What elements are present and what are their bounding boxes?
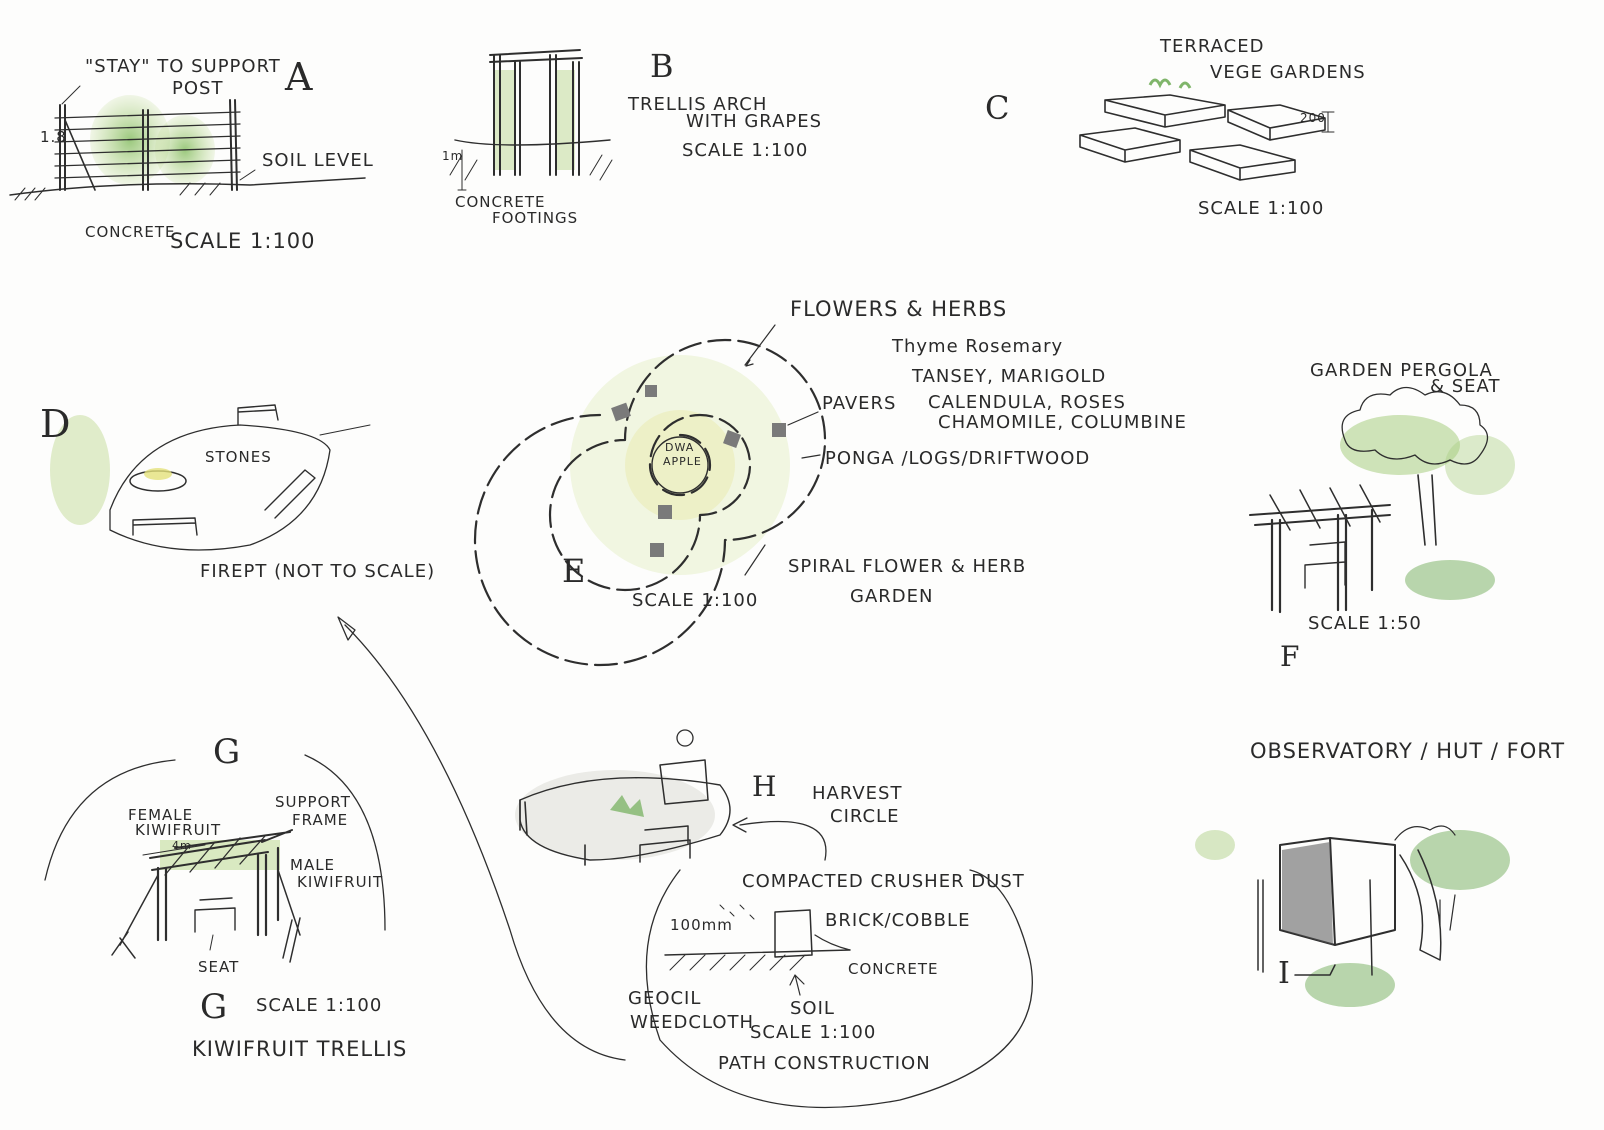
- pergola-title-line1: GARDEN PERGOLA: [1310, 360, 1493, 381]
- pergola-sketch: [1249, 386, 1515, 614]
- trellis-arch-sketch: [449, 49, 613, 191]
- geocil-label-line1: GEOCIL: [628, 988, 702, 1009]
- sketch-a-letter: A: [285, 55, 313, 99]
- firepit-caption: FIREPT (NOT TO SCALE): [200, 561, 436, 582]
- firepit-sketch: [50, 404, 371, 551]
- stay-label-line1: "STAY" TO SUPPORT: [85, 56, 281, 77]
- plants-line1: Thyme Rosemary: [892, 336, 1064, 357]
- observatory-sketch: [1195, 825, 1510, 1007]
- stay-label-line2: POST: [172, 78, 224, 99]
- spiral-garden-sketch: [473, 324, 827, 667]
- scale-e: SCALE 1:100: [632, 590, 759, 611]
- concrete-label-a: CONCRETE: [85, 223, 176, 241]
- scale-c: SCALE 1:100: [1198, 198, 1325, 219]
- spiral-caption-line1: SPIRAL FLOWER & HERB: [788, 556, 1027, 577]
- soil-label-h: SOIL: [790, 998, 835, 1019]
- scale-h: SCALE 1:100: [750, 1022, 877, 1043]
- concrete-label-h: CONCRETE: [848, 960, 939, 978]
- scale-a: SCALE 1:100: [170, 229, 316, 253]
- scale-b: SCALE 1:100: [682, 140, 809, 161]
- seat-label: SEAT: [198, 958, 240, 976]
- stones-label: STONES: [205, 448, 272, 466]
- brick-cobble-label: BRICK/COBBLE: [825, 910, 971, 931]
- support-frame-line2: FRAME: [292, 811, 349, 829]
- soil-level-label: SOIL LEVEL: [262, 150, 374, 171]
- path-construction-caption: PATH CONSTRUCTION: [718, 1053, 931, 1074]
- harvest-circle-sketch: [337, 616, 1033, 1109]
- geocil-label-line2: WEEDCLOTH: [630, 1012, 755, 1033]
- kiwifruit-caption: KIWIFRUIT TRELLIS: [192, 1037, 408, 1061]
- pavers-label: PAVERS: [822, 393, 897, 414]
- sketch-f-letter: F: [1280, 640, 1300, 673]
- female-kiwi-line2: KIWIFRUIT: [135, 821, 222, 839]
- female-kiwi-line1: FEMALE: [128, 806, 194, 824]
- center-tree-line1: DWA: [665, 441, 695, 454]
- footings-label-line2: FOOTINGS: [492, 209, 579, 227]
- terraced-title-line2: VEGE GARDENS: [1210, 62, 1366, 83]
- harvest-title-line2: CIRCLE: [830, 806, 900, 827]
- sketch-g-letter-bottom: G: [200, 987, 228, 1027]
- scale-f: SCALE 1:50: [1308, 613, 1422, 634]
- sketch-c-letter: C: [985, 89, 1010, 127]
- fence-sketch: [9, 85, 366, 201]
- support-frame-line1: SUPPORT: [275, 793, 351, 811]
- sketch-e-letter: E: [562, 552, 586, 590]
- male-kiwi-line2: KIWIFRUIT: [297, 873, 384, 891]
- terraced-title-line1: TERRACED: [1160, 36, 1265, 57]
- plants-line3: CALENDULA, ROSES: [928, 392, 1126, 413]
- flowers-herbs-label: FLOWERS & HERBS: [790, 297, 1008, 321]
- sketch-g-letter-top: G: [213, 732, 241, 772]
- trellis-title-line1: TRELLIS ARCH: [628, 94, 768, 115]
- harvest-title-line1: HARVEST: [812, 783, 903, 804]
- terraced-beds-sketch: [1079, 78, 1335, 181]
- sketch-b-letter: B: [650, 47, 674, 85]
- pergola-title-line2: & SEAT: [1430, 376, 1501, 397]
- ponga-label: PONGA /LOGS/DRIFTWOOD: [825, 448, 1091, 469]
- trellis-title-line2: WITH GRAPES: [686, 111, 823, 132]
- kiwifruit-trellis-sketch: [44, 754, 386, 963]
- path-depth-mark: 100mm: [670, 916, 733, 934]
- plants-line4: CHAMOMILE, COLUMBINE: [938, 412, 1187, 433]
- sketch-h-letter: H: [752, 770, 777, 803]
- trellis-width-mark: 4m: [172, 839, 192, 852]
- center-tree-line2: APPLE: [663, 455, 702, 468]
- bed-height-mark: 200: [1300, 111, 1326, 125]
- male-kiwi-line1: MALE: [290, 856, 336, 874]
- fence-height-mark: 1.8: [40, 128, 67, 146]
- footings-label-line1: CONCRETE: [455, 193, 546, 211]
- scale-g: SCALE 1:100: [256, 995, 383, 1016]
- spiral-caption-line2: GARDEN: [850, 586, 934, 607]
- observatory-title: OBSERVATORY / HUT / FORT: [1250, 739, 1566, 763]
- sketch-i-letter: I: [1278, 956, 1290, 991]
- arch-height-mark: 1m: [442, 149, 464, 163]
- plants-line2: TANSEY, MARIGOLD: [912, 366, 1107, 387]
- crusher-dust-label: COMPACTED CRUSHER DUST: [742, 871, 1025, 892]
- sketch-d-letter: D: [40, 402, 71, 446]
